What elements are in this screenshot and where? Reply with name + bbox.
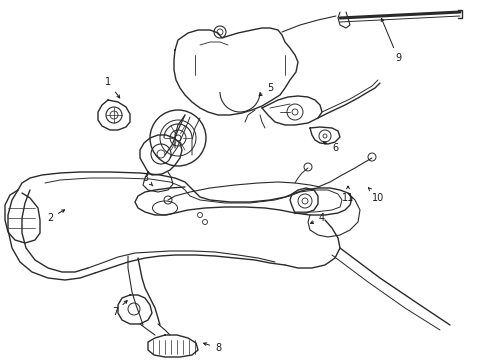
Text: 9: 9 (381, 19, 400, 63)
Text: 8: 8 (203, 343, 221, 353)
Text: 7: 7 (112, 301, 127, 317)
Text: 11: 11 (341, 186, 353, 203)
Text: 10: 10 (368, 188, 384, 203)
Text: 4: 4 (310, 213, 325, 224)
Text: 1: 1 (105, 77, 120, 98)
Text: 6: 6 (323, 142, 337, 153)
Text: 5: 5 (259, 83, 273, 96)
Text: 2: 2 (47, 210, 64, 223)
Text: 3: 3 (142, 173, 153, 186)
